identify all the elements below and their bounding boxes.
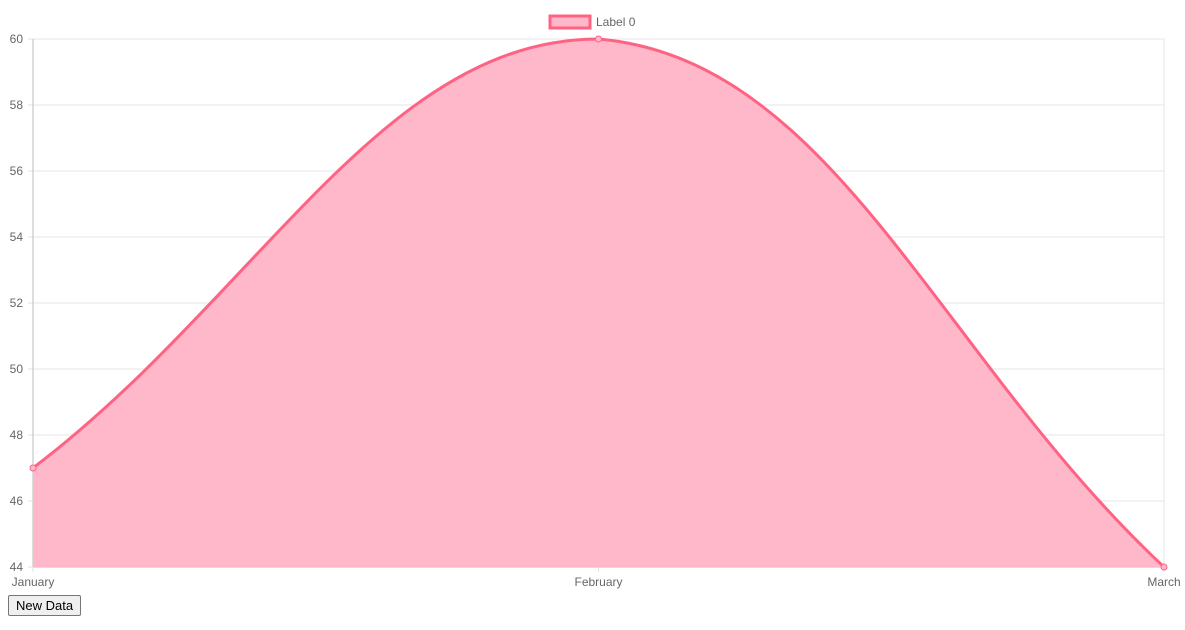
y-tick-label: 46 [10,494,24,508]
x-tick-label: January [12,575,55,589]
legend-label: Label 0 [596,15,636,29]
line-chart: 44 46 48 50 52 54 56 58 60 January February March La… [10,14,1181,589]
data-point [1160,563,1168,571]
y-tick-label: 58 [10,98,24,112]
new-data-button[interactable]: New Data [8,595,82,616]
y-tick-label: 50 [10,362,24,376]
legend: Label 0 [548,14,636,30]
y-tick-label: 56 [10,164,24,178]
legend-swatch [548,14,592,30]
series-area-fill [33,39,1164,567]
data-point [29,464,37,472]
x-tick-label: February [574,575,622,589]
y-tick-label: 52 [10,296,24,310]
y-tick-label: 48 [10,428,24,442]
x-tick-label: March [1147,575,1180,589]
y-tick-label: 54 [10,230,24,244]
chart-canvas: 44 46 48 50 52 54 56 58 60 January February March La… [10,14,1181,589]
y-tick-label: 60 [10,32,24,46]
data-point [595,35,602,43]
y-tick-label: 44 [10,560,24,574]
